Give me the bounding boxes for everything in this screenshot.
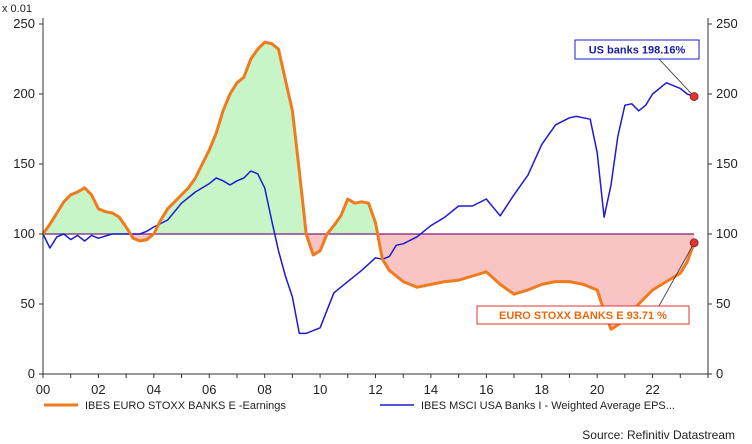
y-tick-label-left-250: 250 bbox=[13, 16, 35, 31]
series-line-euro-stoxx-banks bbox=[41, 40, 696, 331]
euro-end-marker bbox=[689, 238, 699, 248]
fill-above-baseline-2 bbox=[153, 42, 307, 235]
us-callout-leader bbox=[658, 58, 695, 97]
x-tick-label-06: 06 bbox=[202, 382, 216, 397]
us-callout-label: US banks 198.16% bbox=[589, 45, 686, 57]
fill-above-baseline-0 bbox=[43, 187, 131, 234]
y-tick-label-right-200: 200 bbox=[716, 86, 738, 101]
y-tick-label-left-0: 0 bbox=[28, 366, 35, 381]
x-tick-label-20: 20 bbox=[590, 382, 604, 397]
x-tick-label-00: 00 bbox=[36, 382, 50, 397]
y-tick-label-right-100: 100 bbox=[716, 226, 738, 241]
x-tick-label-16: 16 bbox=[479, 382, 493, 397]
y-tick-label-left-50: 50 bbox=[21, 296, 35, 311]
y-tick-label-left-200: 200 bbox=[13, 86, 35, 101]
y-tick-label-left-150: 150 bbox=[13, 156, 35, 171]
x-tick-label-14: 14 bbox=[424, 382, 438, 397]
us-end-marker bbox=[689, 92, 699, 101]
y-tick-label-right-50: 50 bbox=[716, 296, 730, 311]
legend-label-us: IBES MSCI USA Banks I - Weighted Average… bbox=[421, 400, 675, 412]
us-callout-box bbox=[574, 39, 700, 60]
y-axis-unit-label: x 0.01 bbox=[2, 3, 32, 15]
legend-label-euro: IBES EURO STOXX BANKS E -Earnings bbox=[85, 400, 286, 412]
y-tick-label-right-150: 150 bbox=[716, 156, 738, 171]
x-tick-label-18: 18 bbox=[535, 382, 549, 397]
x-tick-label-02: 02 bbox=[91, 382, 105, 397]
x-tick-label-10: 10 bbox=[313, 382, 327, 397]
x-tick-label-22: 22 bbox=[645, 382, 659, 397]
fill-below-baseline-5 bbox=[377, 234, 695, 330]
euro-callout-box bbox=[476, 305, 690, 325]
x-tick-label-08: 08 bbox=[257, 382, 271, 397]
x-tick-label-04: 04 bbox=[147, 382, 161, 397]
y-tick-label-left-100: 100 bbox=[13, 226, 35, 241]
fill-below-baseline-3 bbox=[306, 234, 327, 255]
euro-callout-label: EURO STOXX BANKS E 93.71 % bbox=[499, 310, 667, 322]
euro-callout-leader bbox=[658, 242, 695, 307]
fill-above-baseline-4 bbox=[327, 199, 378, 234]
y-tick-label-right-250: 250 bbox=[716, 16, 738, 31]
x-tick-label-12: 12 bbox=[368, 382, 382, 397]
source-note: Source: Refinitiv Datastream bbox=[582, 428, 735, 442]
y-tick-label-right-0: 0 bbox=[716, 366, 723, 381]
series-line-us-banks bbox=[42, 82, 695, 335]
